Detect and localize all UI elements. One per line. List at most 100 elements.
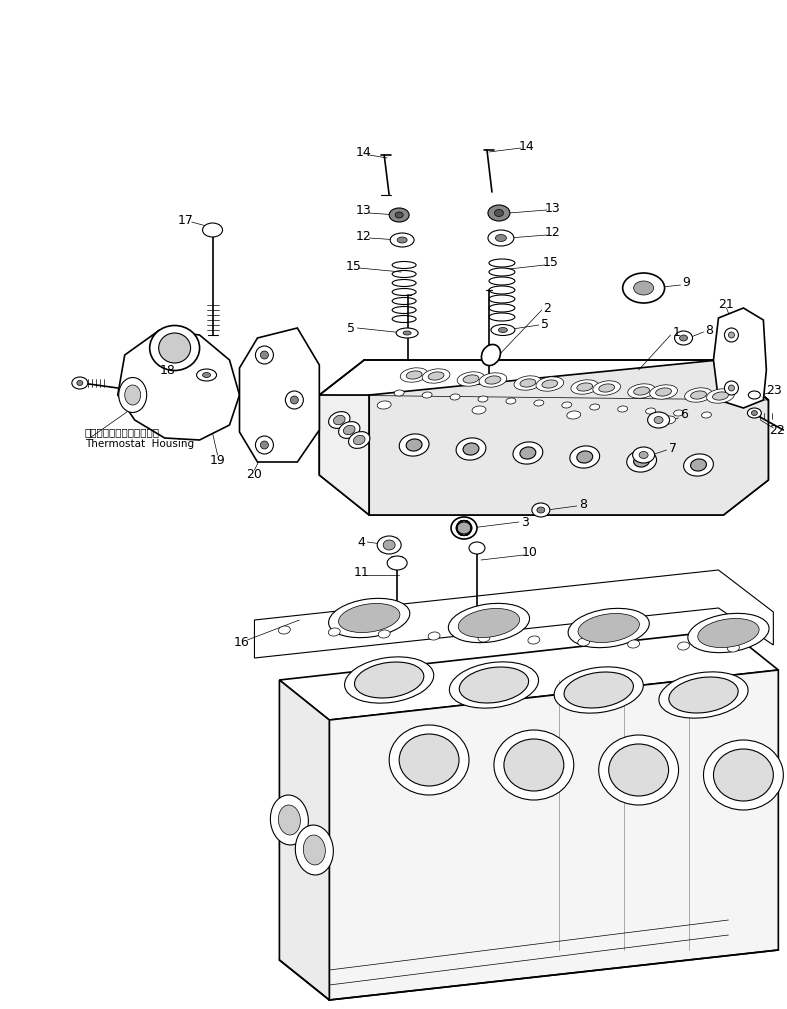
Text: 22: 22	[770, 424, 785, 437]
Ellipse shape	[458, 608, 519, 638]
Ellipse shape	[532, 503, 550, 517]
Ellipse shape	[599, 735, 678, 805]
Text: 8: 8	[578, 497, 587, 511]
Ellipse shape	[457, 522, 471, 534]
Text: Thermostat  Housing: Thermostat Housing	[85, 439, 194, 449]
Text: 9: 9	[682, 276, 690, 290]
Ellipse shape	[422, 369, 450, 383]
Ellipse shape	[469, 542, 485, 554]
Text: 15: 15	[543, 256, 559, 269]
Ellipse shape	[654, 417, 663, 424]
Ellipse shape	[656, 387, 671, 397]
Ellipse shape	[498, 328, 508, 333]
Ellipse shape	[345, 657, 434, 703]
Ellipse shape	[472, 406, 486, 414]
Ellipse shape	[626, 450, 656, 472]
Text: 2: 2	[543, 302, 551, 315]
Ellipse shape	[725, 328, 738, 342]
Ellipse shape	[485, 376, 501, 384]
Ellipse shape	[752, 411, 757, 416]
Ellipse shape	[449, 662, 538, 708]
Ellipse shape	[150, 326, 200, 370]
Ellipse shape	[645, 408, 656, 414]
Ellipse shape	[562, 402, 572, 408]
Polygon shape	[714, 308, 767, 408]
Ellipse shape	[727, 644, 740, 652]
Ellipse shape	[329, 412, 350, 429]
Ellipse shape	[714, 749, 774, 801]
Ellipse shape	[494, 210, 504, 217]
Ellipse shape	[707, 388, 734, 404]
Text: 20: 20	[246, 468, 262, 481]
Ellipse shape	[513, 442, 543, 464]
Ellipse shape	[748, 408, 761, 418]
Ellipse shape	[449, 603, 530, 643]
Ellipse shape	[457, 371, 485, 386]
Ellipse shape	[494, 730, 574, 800]
Ellipse shape	[725, 381, 738, 395]
Ellipse shape	[383, 540, 395, 550]
Ellipse shape	[399, 734, 459, 786]
Ellipse shape	[568, 608, 649, 648]
Polygon shape	[329, 670, 778, 1000]
Ellipse shape	[256, 436, 273, 454]
Text: 12: 12	[545, 226, 560, 239]
Ellipse shape	[712, 391, 729, 401]
Text: 15: 15	[345, 259, 361, 272]
Ellipse shape	[704, 740, 783, 810]
Ellipse shape	[634, 386, 649, 396]
Ellipse shape	[488, 205, 510, 221]
Ellipse shape	[618, 406, 628, 412]
Ellipse shape	[387, 556, 407, 570]
Text: 5: 5	[541, 319, 549, 332]
Ellipse shape	[578, 613, 639, 643]
Ellipse shape	[202, 223, 223, 237]
Ellipse shape	[698, 619, 759, 648]
Ellipse shape	[390, 233, 414, 247]
Ellipse shape	[334, 416, 345, 425]
Ellipse shape	[648, 412, 670, 428]
Ellipse shape	[260, 351, 268, 359]
Text: 1: 1	[673, 326, 681, 338]
Ellipse shape	[688, 613, 769, 653]
Ellipse shape	[701, 412, 711, 418]
Ellipse shape	[479, 372, 507, 387]
Polygon shape	[369, 360, 768, 515]
Ellipse shape	[537, 507, 545, 513]
Polygon shape	[320, 395, 369, 515]
Ellipse shape	[77, 380, 83, 385]
Ellipse shape	[496, 234, 506, 241]
Ellipse shape	[377, 536, 401, 554]
Ellipse shape	[197, 369, 216, 381]
Ellipse shape	[401, 368, 428, 382]
Ellipse shape	[514, 375, 541, 390]
Ellipse shape	[482, 344, 501, 365]
Text: サーモスタットハウジング: サーモスタットハウジング	[85, 427, 160, 437]
Ellipse shape	[504, 739, 563, 791]
Ellipse shape	[570, 446, 600, 468]
Ellipse shape	[729, 385, 734, 391]
Ellipse shape	[119, 377, 146, 413]
Polygon shape	[320, 360, 768, 515]
Ellipse shape	[349, 432, 370, 448]
Polygon shape	[239, 328, 320, 462]
Text: 14: 14	[519, 139, 534, 152]
Ellipse shape	[428, 372, 444, 380]
Ellipse shape	[564, 672, 634, 708]
Ellipse shape	[506, 398, 516, 404]
Ellipse shape	[399, 434, 429, 456]
Ellipse shape	[303, 835, 325, 865]
Text: 11: 11	[353, 566, 369, 579]
Ellipse shape	[577, 382, 593, 391]
Ellipse shape	[542, 379, 558, 388]
Text: 21: 21	[719, 298, 734, 311]
Text: 12: 12	[356, 229, 371, 242]
Ellipse shape	[488, 230, 514, 246]
Ellipse shape	[451, 517, 477, 539]
Ellipse shape	[567, 411, 581, 419]
Ellipse shape	[463, 443, 479, 455]
Ellipse shape	[536, 376, 563, 391]
Ellipse shape	[450, 394, 460, 400]
Ellipse shape	[124, 385, 141, 405]
Ellipse shape	[690, 390, 707, 400]
